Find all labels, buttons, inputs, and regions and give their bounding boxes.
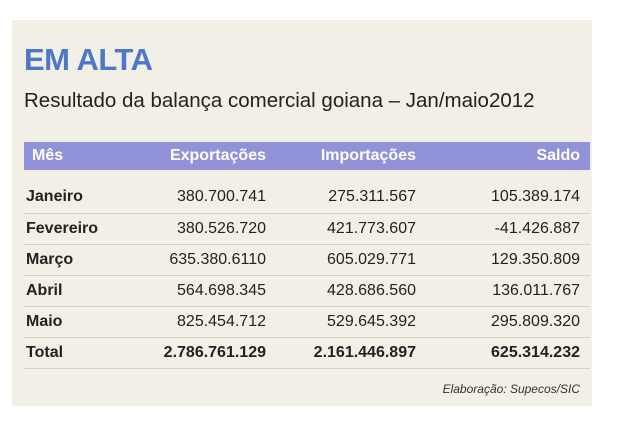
cell-saldo: 136.011.767: [426, 275, 590, 307]
trade-balance-table: Mês Exportações Importações Saldo Janeir…: [24, 142, 590, 369]
cell-exportacoes: 635.380.6110: [142, 244, 276, 276]
cell-exportacoes: 564.698.345: [142, 275, 276, 307]
table-row: Maio 825.454.712 529.645.392 295.809.320: [24, 306, 590, 338]
cell-exportacoes: 2.786.761.129: [142, 337, 276, 369]
table-row: Março 635.380.6110 605.029.771 129.350.8…: [24, 244, 590, 276]
cell-exportacoes: 825.454.712: [142, 306, 276, 338]
cell-importacoes: 421.773.607: [276, 213, 426, 245]
cell-month: Janeiro: [24, 182, 142, 214]
chart-title: EM ALTA: [24, 42, 153, 77]
header-mes: Mês: [32, 147, 64, 164]
table-row-total: Total 2.786.761.129 2.161.446.897 625.31…: [24, 337, 590, 369]
cell-importacoes: 605.029.771: [276, 244, 426, 276]
header-saldo: Saldo: [536, 147, 580, 164]
table-header-row: Mês Exportações Importações Saldo: [24, 142, 590, 170]
cell-month: Total: [24, 337, 142, 369]
cell-month: Fevereiro: [24, 213, 142, 245]
cell-saldo: 295.809.320: [426, 306, 590, 338]
cell-importacoes: 2.161.446.897: [276, 337, 426, 369]
cell-exportacoes: 380.700.741: [142, 182, 276, 214]
cell-saldo: -41.426.887: [426, 213, 590, 245]
table-row: Janeiro 380.700.741 275.311.567 105.389.…: [24, 182, 590, 214]
cell-saldo: 105.389.174: [426, 182, 590, 214]
cell-month: Abril: [24, 275, 142, 307]
cell-exportacoes: 380.526.720: [142, 213, 276, 245]
header-exportacoes: Exportações: [169, 147, 266, 164]
cell-importacoes: 529.645.392: [276, 306, 426, 338]
header-importacoes: Importações: [320, 147, 416, 164]
cell-month: Maio: [24, 306, 142, 338]
table-row: Fevereiro 380.526.720 421.773.607 -41.42…: [24, 213, 590, 245]
cell-saldo: 625.314.232: [426, 337, 590, 369]
chart-subtitle: Resultado da balança comercial goiana – …: [24, 89, 535, 112]
cell-importacoes: 428.686.560: [276, 275, 426, 307]
cell-saldo: 129.350.809: [426, 244, 590, 276]
cell-month: Março: [24, 244, 142, 276]
source-note: Elaboração: Supecos/SIC: [442, 382, 580, 396]
table-row: Abril 564.698.345 428.686.560 136.011.76…: [24, 275, 590, 307]
cell-importacoes: 275.311.567: [276, 182, 426, 214]
